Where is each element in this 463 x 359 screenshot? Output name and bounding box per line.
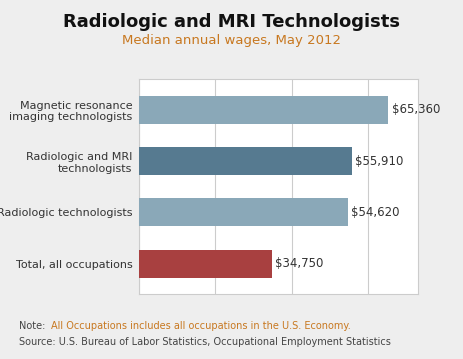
Text: $65,360: $65,360: [391, 103, 439, 116]
Text: Radiologic and MRI Technologists: Radiologic and MRI Technologists: [63, 13, 400, 31]
Bar: [139, 198, 347, 227]
Bar: [139, 250, 271, 278]
Text: Median annual wages, May 2012: Median annual wages, May 2012: [122, 34, 341, 47]
Text: $55,910: $55,910: [355, 154, 403, 168]
Bar: [139, 95, 388, 124]
Text: Source: U.S. Bureau of Labor Statistics, Occupational Employment Statistics: Source: U.S. Bureau of Labor Statistics,…: [19, 337, 389, 348]
Text: $34,750: $34,750: [274, 257, 322, 270]
Text: Note:: Note:: [19, 321, 51, 331]
Text: All Occupations includes all occupations in the U.S. Economy.: All Occupations includes all occupations…: [51, 321, 350, 331]
Bar: [139, 147, 352, 175]
Text: $54,620: $54,620: [350, 206, 398, 219]
